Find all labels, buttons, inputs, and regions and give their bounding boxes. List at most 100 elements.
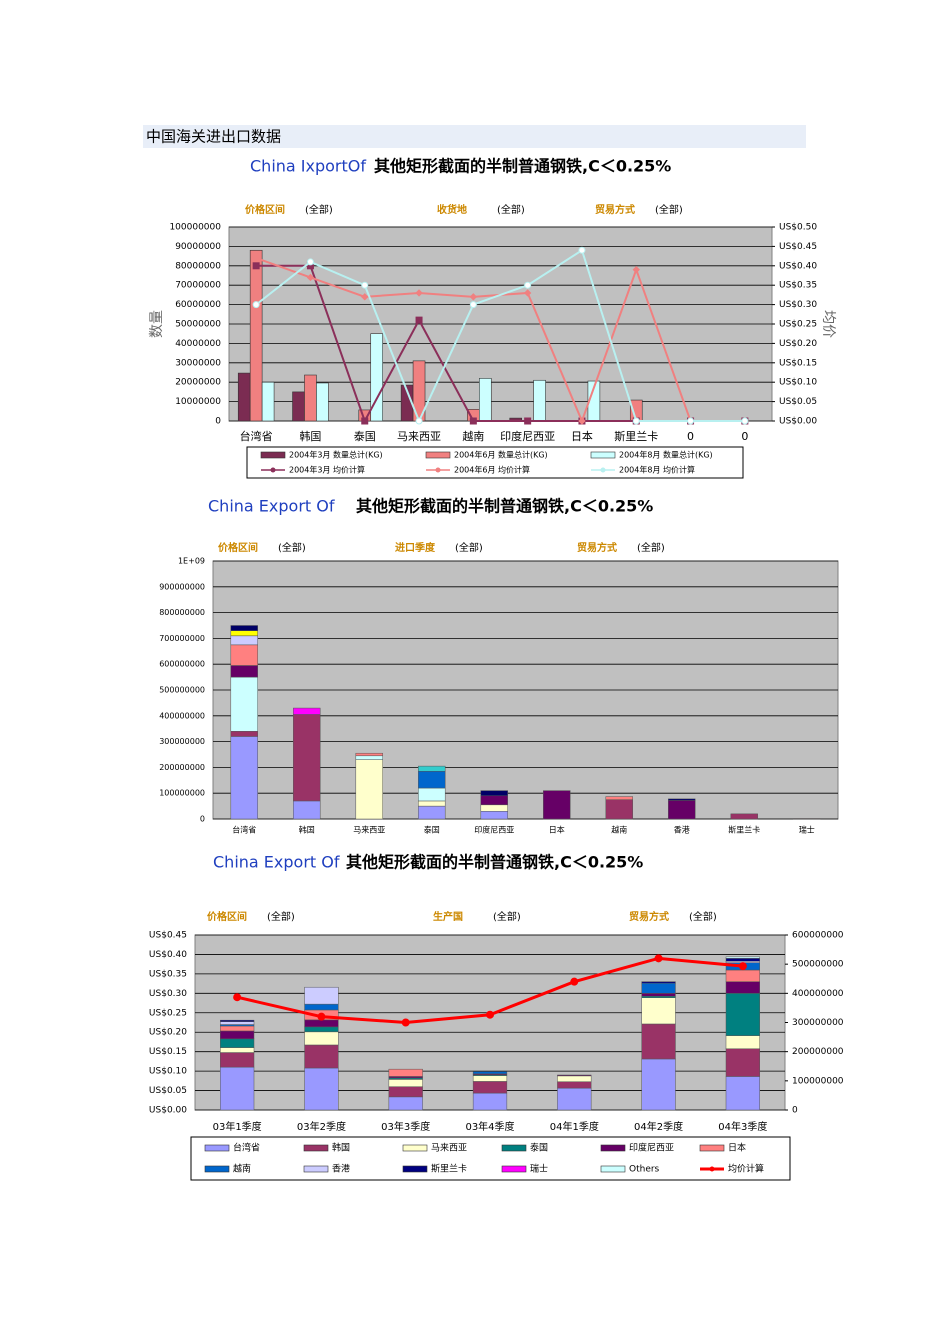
legend-label: 日本 <box>728 1142 746 1154</box>
legend-label: 印度尼西亚 <box>629 1142 674 1154</box>
bar-segment <box>725 958 760 962</box>
legend-label: 斯里兰卡 <box>431 1163 467 1175</box>
bar <box>292 391 305 422</box>
y2-tick-label: US$0.20 <box>779 339 817 349</box>
line-marker <box>361 417 369 425</box>
x-tick-label: 斯里兰卡 <box>728 825 760 835</box>
y-tick-label: US$0.05 <box>149 1086 187 1096</box>
bar-segment <box>220 1021 255 1025</box>
bar-segment <box>304 1067 339 1111</box>
bar-segment <box>725 993 760 1036</box>
filter-value: (全部) <box>278 541 306 554</box>
bar-segment <box>388 1086 423 1098</box>
bar-segment <box>557 1087 592 1111</box>
y-tick-label: US$0.15 <box>149 1047 187 1057</box>
x-tick-label: 斯里兰卡 <box>614 430 658 443</box>
line-marker <box>306 273 315 282</box>
y-tick-label: 40000000 <box>175 339 221 349</box>
y2-tick-label: 100000000 <box>792 1076 844 1086</box>
chart-subtitle: 其他矩形截面的半制普通钢铁,C＜0.25% <box>356 497 653 516</box>
line-marker <box>687 417 695 425</box>
x-tick-label: 韩国 <box>299 429 321 443</box>
bar-segment <box>725 1035 760 1049</box>
x-tick-label: 日本 <box>571 429 593 443</box>
bar <box>261 381 275 422</box>
legend-swatch <box>402 1144 428 1152</box>
line-marker <box>741 417 749 425</box>
y2-tick-label: US$0.40 <box>779 261 817 271</box>
y-tick-label: 600000000 <box>159 660 205 669</box>
bar <box>316 382 329 422</box>
legend-swatch <box>204 1144 230 1152</box>
y-tick-label: US$0.45 <box>149 931 187 941</box>
bar-segment <box>293 800 321 820</box>
x-tick-label: 03年1季度 <box>213 1120 262 1133</box>
y2-tick-label: US$0.50 <box>779 223 817 233</box>
x-tick-label: 0 <box>741 430 748 443</box>
header-band <box>143 125 806 148</box>
bar-segment <box>418 771 446 789</box>
bar-segment <box>388 1079 423 1087</box>
y2-tick-label: 400000000 <box>792 989 844 999</box>
y2-tick-label: US$0.45 <box>779 242 817 252</box>
y2-tick-label: US$0.05 <box>779 397 817 407</box>
line-marker <box>469 417 477 425</box>
y-tick-label: US$0.40 <box>149 950 187 960</box>
bar-segment <box>472 1092 508 1111</box>
bar-segment <box>472 1075 508 1082</box>
line-marker <box>415 289 423 297</box>
line-marker <box>317 1012 326 1021</box>
x-tick-label: 日本 <box>549 825 565 835</box>
legend-marker <box>600 467 606 473</box>
y-tick-label: 70000000 <box>175 281 221 291</box>
bar-segment <box>641 997 676 1025</box>
bar-segment <box>220 1052 255 1068</box>
bar-segment <box>725 1048 760 1077</box>
line-marker <box>524 281 532 289</box>
y-tick-label: 0 <box>215 417 221 427</box>
line-marker <box>415 417 423 425</box>
legend-label: 瑞士 <box>530 1163 548 1175</box>
y2-tick-label: US$0.30 <box>779 300 817 310</box>
line-marker <box>469 293 478 301</box>
x-tick-label: 印度尼西亚 <box>500 429 555 443</box>
filter-value: (全部) <box>493 910 521 923</box>
chart-title: China Export Of <box>213 853 340 872</box>
bar-segment <box>355 759 383 820</box>
x-tick-label: 03年4季度 <box>465 1120 514 1133</box>
y-tick-label: 800000000 <box>159 608 205 617</box>
y-tick-label: 30000000 <box>175 358 221 368</box>
y-tick-label: 400000000 <box>159 711 205 720</box>
x-tick-label: 香港 <box>674 825 690 835</box>
line-marker <box>632 265 640 274</box>
bar <box>370 333 383 422</box>
line-marker <box>401 1018 410 1027</box>
bar-segment <box>641 1058 676 1111</box>
y2-tick-label: 600000000 <box>792 931 844 941</box>
bar-segment <box>641 982 676 994</box>
bar-segment <box>641 1023 676 1060</box>
bar-segment <box>388 1096 423 1111</box>
bar-segment <box>641 993 676 997</box>
legend-label: Others <box>629 1165 660 1175</box>
bar-segment <box>668 800 696 820</box>
bar-segment <box>480 790 508 797</box>
legend-label: 2004年6月 数量总计(KG) <box>454 450 548 460</box>
bar-segment <box>418 765 446 772</box>
x-tick-label: 越南 <box>611 825 627 835</box>
x-tick-label: 0 <box>687 430 694 443</box>
legend-marker <box>435 467 441 473</box>
x-tick-label: 马来西亚 <box>397 430 441 443</box>
filter-label: 价格区间 <box>207 910 247 923</box>
legend-label: 2004年6月 均价计算 <box>454 465 530 475</box>
y-tick-label: 1E+09 <box>178 557 205 566</box>
line-marker <box>738 962 747 971</box>
filter-label: 价格区间 <box>245 203 285 216</box>
y2-tick-label: US$0.35 <box>779 281 817 291</box>
y-tick-label: US$0.10 <box>149 1067 187 1077</box>
y-axis-label: 数量 <box>149 310 165 338</box>
bar-segment <box>230 736 258 820</box>
x-tick-label: 越南 <box>462 429 484 443</box>
